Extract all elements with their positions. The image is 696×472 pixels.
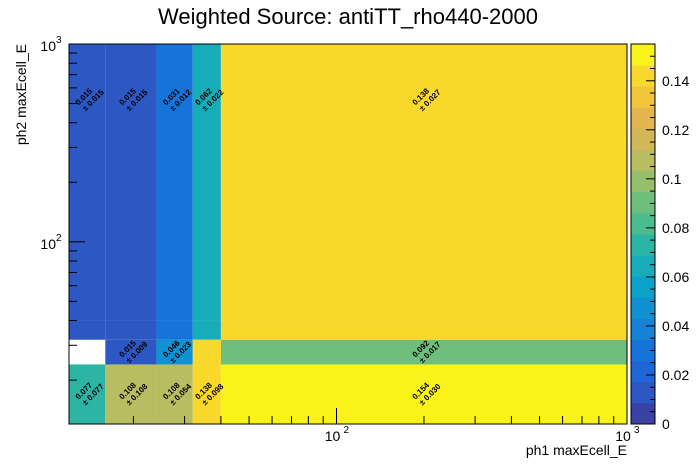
- x-tick-label: 10: [615, 428, 631, 444]
- colorbar-segment: [631, 170, 655, 193]
- colorbar-segment: [631, 234, 655, 256]
- heatmap-cell: [105, 364, 157, 424]
- colorbar-segment: [631, 255, 655, 277]
- colorbar-segment: [631, 65, 655, 87]
- heatmap-cell: [192, 44, 221, 321]
- colorbar-segment: [631, 318, 655, 341]
- heatmap-cell: [220, 320, 628, 340]
- x-axis-label: ph1 maxEcell_E: [526, 442, 627, 458]
- colorbar-tick-label: 0.02: [662, 367, 689, 383]
- y-tick-label: 10: [40, 38, 56, 54]
- colorbar-tick-label: 0: [662, 416, 670, 432]
- heatmap-cell: [192, 320, 221, 340]
- heatmap-cell: [156, 339, 193, 365]
- colorbar-tick-label: 0.12: [662, 122, 689, 138]
- x-tick-label: 10: [325, 428, 341, 444]
- axis-ticks: 10 2 10 310 210 3: [40, 35, 640, 444]
- heatmap-cell: [69, 320, 106, 340]
- colorbar-tick-label: 0.06: [662, 269, 689, 285]
- colorbar-segment: [631, 276, 655, 298]
- y-tick-label-exponent: 3: [56, 35, 62, 46]
- colorbar-segment: [631, 128, 655, 151]
- colorbar-segment: [631, 297, 655, 319]
- colorbar-tick-label: 0.14: [662, 73, 689, 89]
- colorbar-segment: [631, 44, 655, 66]
- heatmap-cell: [156, 364, 193, 424]
- colorbar-tick-label: 0.1: [662, 171, 682, 187]
- colorbar-tick-label: 0.04: [662, 318, 689, 334]
- heatmap-cell: [192, 364, 221, 424]
- colorbar-segment: [631, 149, 655, 172]
- heatmap-cell: [69, 364, 106, 424]
- colorbar-segment: [631, 339, 655, 362]
- colorbar-segment: [631, 381, 655, 404]
- colorbar-segment: [631, 360, 655, 383]
- heatmap-cell: [156, 44, 193, 321]
- heatmap-cells: [69, 44, 628, 424]
- heatmap-cell: [220, 44, 628, 321]
- colorbar-segment: [631, 107, 655, 129]
- heatmap-cell: [156, 320, 193, 340]
- x-tick-label-exponent: 2: [343, 425, 349, 436]
- colorbar-segment: [631, 191, 655, 214]
- plot-frame: [68, 43, 628, 425]
- colorbar: 0 0.02 0.04 0.06 0.08 0.1 0.12 0.14: [630, 43, 689, 432]
- heatmap-cell: [105, 44, 157, 321]
- heatmap-cell: [192, 339, 221, 365]
- colorbar-frame: [630, 43, 656, 425]
- heatmap-cell: [105, 320, 157, 340]
- y-axis-label: ph2 maxEcell_E: [13, 44, 29, 145]
- heatmap-cell: [105, 339, 157, 365]
- colorbar-segment: [631, 86, 655, 108]
- y-tick-label-exponent: 2: [56, 233, 62, 244]
- heatmap-cell: [220, 339, 628, 365]
- y-tick-label: 10: [40, 236, 56, 252]
- colorbar-tick-label: 0.08: [662, 220, 689, 236]
- colorbar-segment: [631, 212, 655, 235]
- x-tick-label-exponent: 3: [634, 425, 640, 436]
- colorbar-segment: [631, 402, 655, 425]
- heatmap-cell: [220, 364, 628, 424]
- chart-title: Weighted Source: antiTT_rho440-2000: [158, 4, 538, 29]
